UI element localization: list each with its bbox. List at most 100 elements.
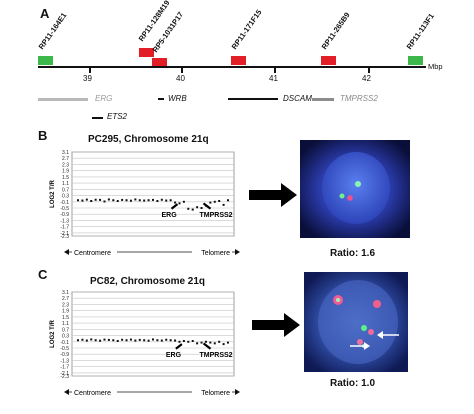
data-point — [99, 339, 102, 342]
annotation-label: ERG — [166, 352, 182, 359]
data-point — [138, 338, 141, 341]
y-tick-label: 2.3 — [62, 302, 69, 308]
y-tick-label: 1.5 — [62, 315, 69, 321]
data-point — [191, 340, 194, 342]
data-point — [178, 340, 181, 343]
data-point — [174, 339, 177, 342]
data-point — [191, 208, 194, 211]
data-point — [218, 200, 221, 202]
axis-tick — [181, 66, 183, 73]
y-tick-label: -2.3 — [60, 234, 69, 240]
y-tick-label: 0.7 — [62, 187, 69, 193]
data-point — [77, 339, 79, 342]
clone-marker — [38, 56, 53, 65]
axis-tick — [368, 66, 370, 73]
data-point — [143, 199, 146, 202]
y-tick-label: -0.9 — [60, 212, 69, 218]
axis-tick-label: 39 — [83, 74, 92, 83]
genome-axis — [38, 66, 426, 68]
data-point — [121, 338, 124, 341]
data-point — [152, 198, 154, 201]
data-point — [213, 342, 216, 345]
gene-label-tmprss2: TMPRSS2 — [340, 94, 378, 103]
axis-tick — [274, 66, 276, 73]
left-arrow-icon — [64, 389, 69, 395]
pointer-arrow-icon — [377, 331, 399, 339]
axis-tick-label: 40 — [176, 74, 185, 83]
data-point — [94, 339, 97, 342]
data-point — [165, 199, 168, 202]
plot-frame — [71, 291, 235, 377]
y-tick-label: -2.1 — [60, 231, 69, 237]
y-tick-label: -0.9 — [60, 352, 69, 358]
data-point — [85, 198, 88, 201]
axis-unit-label: Mbp — [428, 62, 443, 71]
data-point — [187, 340, 190, 343]
data-point — [81, 338, 84, 341]
right-arrow-icon — [249, 183, 297, 207]
gene-bar-tmprss2 — [312, 98, 334, 101]
axis-tick-label: 41 — [269, 74, 278, 83]
data-point — [213, 200, 216, 203]
data-point — [196, 206, 199, 209]
data-point — [227, 199, 229, 202]
annotation-arrow-icon — [202, 342, 212, 350]
y-tick-label: -0.5 — [60, 346, 69, 352]
annotation-arrow-icon — [170, 203, 179, 210]
data-point — [218, 340, 221, 343]
annotation-arrow-icon — [202, 202, 212, 210]
y-axis-label: LOG2 T/R — [50, 180, 56, 208]
data-point — [134, 198, 137, 201]
y-tick-label: -1.3 — [60, 218, 69, 224]
gene-bar-dscam — [228, 98, 278, 100]
data-point — [107, 338, 110, 341]
clone-label: RP11-171F15 — [229, 7, 264, 52]
data-point — [222, 343, 225, 346]
y-tick-label: -1.3 — [60, 358, 69, 364]
y-tick-label: 1.1 — [62, 321, 69, 327]
clone-marker — [152, 58, 167, 67]
gene-label-ets2: ETS2 — [107, 112, 128, 121]
panel-a-letter: A — [40, 6, 50, 21]
annotation-arrow-icon — [175, 343, 183, 350]
data-point — [129, 199, 132, 202]
clone-label: RP11-113F1 — [404, 11, 436, 51]
data-point — [169, 339, 172, 342]
data-point — [90, 200, 93, 202]
y-axis-label: LOG2 T/R — [50, 320, 56, 348]
data-point — [107, 198, 110, 201]
data-point — [187, 207, 190, 210]
data-point — [156, 200, 159, 202]
y-tick-label: -2.3 — [60, 374, 69, 380]
clone-marker — [139, 48, 154, 57]
chart-b-title: PC295, Chromosome 21q — [88, 134, 209, 145]
pointer-arrow-icon — [350, 342, 370, 350]
data-point — [196, 342, 199, 345]
x-axis-label-right: Telomere — [201, 250, 230, 257]
gene-bar-wrb — [158, 98, 164, 100]
data-point — [222, 203, 225, 206]
x-axis-label-left: Centromere — [74, 390, 111, 397]
data-point — [116, 340, 119, 342]
gene-label-dscam: DSCAM — [283, 94, 312, 103]
clone-marker — [321, 56, 336, 65]
data-point — [160, 198, 163, 201]
data-point — [182, 200, 185, 203]
data-point — [99, 198, 102, 201]
axis-tick — [89, 66, 91, 73]
data-point — [209, 201, 212, 204]
data-point — [116, 200, 119, 202]
right-arrow-icon — [252, 313, 300, 337]
x-axis-label-left: Centromere — [74, 250, 111, 257]
chart-b: 3.12.72.31.91.51.10.70.3-0.1-0.5-0.9-1.3… — [50, 150, 240, 257]
fish-image-b — [300, 140, 410, 238]
right-arrow-icon — [235, 249, 240, 255]
data-point — [125, 339, 128, 342]
data-point — [125, 199, 128, 202]
y-tick-label: 2.7 — [62, 156, 69, 162]
data-point — [147, 339, 150, 342]
y-tick-label: -0.1 — [60, 340, 69, 346]
label-mask — [72, 247, 117, 257]
data-point — [134, 339, 137, 342]
y-tick-label: 3.1 — [62, 150, 69, 156]
